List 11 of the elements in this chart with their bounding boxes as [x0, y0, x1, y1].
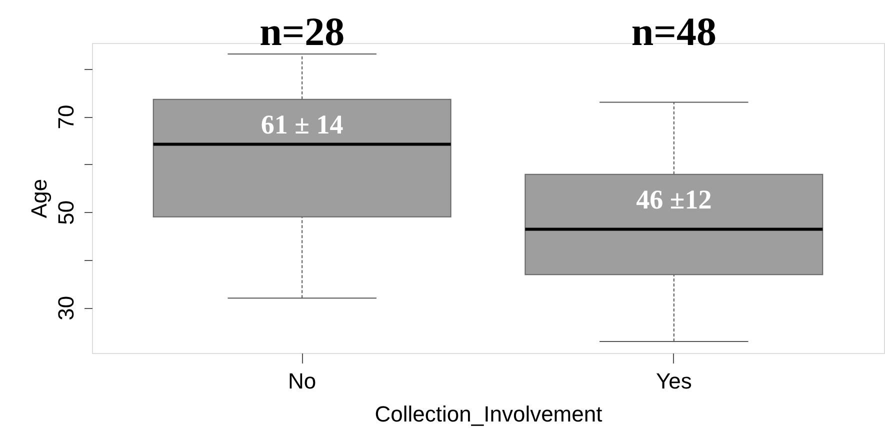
- x-tick-label: Yes: [656, 368, 692, 394]
- annotation: 46 ±12: [636, 184, 712, 214]
- y-tick-label: 30: [54, 296, 78, 320]
- x-tick-label: No: [288, 368, 316, 394]
- annotation: 61 ± 14: [260, 109, 344, 140]
- y-tick-label: 50: [54, 200, 78, 225]
- annotation: n=28: [260, 9, 345, 54]
- y-axis-title: Age: [26, 178, 52, 218]
- y-tick-label: 70: [54, 104, 78, 130]
- annotation: n=48: [631, 9, 716, 54]
- x-axis-title: Collection_Involvement: [374, 402, 602, 426]
